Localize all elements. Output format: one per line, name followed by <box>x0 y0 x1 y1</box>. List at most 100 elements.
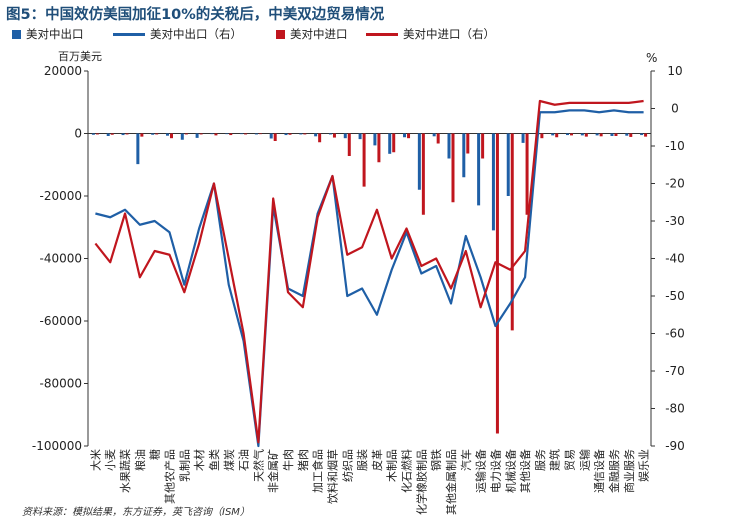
export-bar <box>506 133 510 196</box>
category-label: 贸易 <box>564 449 577 471</box>
category-label: 小麦 <box>104 449 117 471</box>
import-bar <box>466 133 470 154</box>
category-label: 非金属矿 <box>266 449 280 493</box>
export-bar <box>462 133 466 178</box>
import-bar <box>229 133 233 136</box>
export-bar <box>491 133 495 231</box>
export-bar <box>447 133 451 159</box>
import-bar <box>318 133 322 143</box>
export-bar <box>358 133 362 140</box>
left-tick-label: -40000 <box>39 252 82 266</box>
export-bar <box>240 133 244 135</box>
category-label: 通信设备 <box>592 449 606 493</box>
import-bar <box>199 133 203 135</box>
legend-item: 美对中进口（右） <box>366 26 495 42</box>
legend-item: 美对中进口 <box>276 26 348 42</box>
import-bar <box>451 133 455 203</box>
import-bar <box>273 133 277 141</box>
category-label: 建筑 <box>548 449 562 471</box>
import-bar <box>110 133 114 135</box>
category-label: 化石燃料 <box>400 449 414 493</box>
import-bar <box>288 133 292 135</box>
export-bar <box>580 133 584 136</box>
category-label: 商业服务 <box>622 449 636 493</box>
right-tick-label: -90 <box>665 439 685 453</box>
import-bar <box>155 133 159 135</box>
import-bar <box>407 133 411 139</box>
export-bar <box>210 133 214 135</box>
category-label: 皮革 <box>370 449 384 471</box>
category-label: 天然气 <box>251 449 265 482</box>
export-bar <box>477 133 481 206</box>
right-tick-label: -30 <box>665 214 685 228</box>
category-label: 钢铁 <box>430 449 443 471</box>
import-bar <box>184 133 188 135</box>
category-label: 机械设备 <box>503 449 517 493</box>
right-tick-label: -20 <box>665 177 685 191</box>
export-bar <box>195 133 199 138</box>
export-bar <box>343 133 347 139</box>
export-bar <box>165 133 169 136</box>
left-tick-label: -20000 <box>39 189 82 203</box>
import-bar <box>644 133 648 137</box>
category-label: 纺织品 <box>340 449 354 482</box>
left-tick-label: 20000 <box>44 64 82 78</box>
export-bar <box>314 133 318 137</box>
export-bar <box>136 133 140 165</box>
category-label: 其他金属制品 <box>444 449 458 515</box>
export-bar <box>551 133 555 136</box>
category-label: 牛肉 <box>281 449 295 471</box>
legend-item: 美对中出口（右） <box>113 26 242 42</box>
category-label: 饮料和烟草 <box>325 449 339 504</box>
legend-swatch-line-red <box>366 32 398 36</box>
export-bar <box>640 133 644 136</box>
category-label: 石油 <box>237 449 251 471</box>
category-label: 运输设备 <box>474 449 488 493</box>
export-bar <box>151 133 155 135</box>
category-label: 化学橡胶制品 <box>414 449 428 515</box>
import-bar <box>244 133 248 135</box>
import-bar <box>332 133 336 138</box>
import-bar <box>540 133 544 139</box>
legend-label: 美对中出口 <box>26 27 84 41</box>
category-label: 粮油 <box>133 449 147 471</box>
export-bar <box>225 133 229 135</box>
right-tick-label: -40 <box>665 252 685 266</box>
import-bar <box>570 133 574 136</box>
import-bar <box>555 133 559 138</box>
category-label: 水果蔬菜 <box>119 449 132 493</box>
legend-item: 美对中出口 <box>12 26 84 42</box>
category-label: 加工食品 <box>311 449 325 493</box>
import-bar <box>347 133 351 156</box>
category-label: 服务 <box>534 449 547 471</box>
import-bar <box>125 133 129 135</box>
import-bar <box>140 133 144 137</box>
import-bar <box>599 133 603 137</box>
category-label: 木制品 <box>386 449 399 482</box>
import-bar <box>303 133 307 135</box>
import-bar <box>214 133 218 136</box>
legend-swatch-bar-red <box>276 29 285 39</box>
category-label: 电力设备 <box>488 449 502 493</box>
import-bar <box>510 133 514 331</box>
category-label: 金融服务 <box>607 449 621 493</box>
export-bar <box>417 133 421 190</box>
legend-label: 美对中进口 <box>290 27 348 41</box>
right-axis-unit: % <box>646 51 657 65</box>
import-bar <box>495 133 499 434</box>
export-bar <box>91 133 95 135</box>
export-bar <box>625 133 629 136</box>
left-tick-label: -100000 <box>32 439 82 453</box>
category-label: 猪肉 <box>297 449 310 471</box>
export-bar <box>284 133 288 136</box>
import-bar <box>629 133 633 137</box>
right-tick-label: -80 <box>665 402 685 416</box>
export-bar <box>328 133 332 135</box>
export-bar <box>595 133 599 136</box>
export-bar <box>373 133 377 146</box>
category-label: 其他农产品 <box>162 449 176 504</box>
left-tick-label: -60000 <box>39 314 82 328</box>
right-tick-label: 0 <box>671 102 679 116</box>
left-tick-label: -80000 <box>39 377 82 391</box>
